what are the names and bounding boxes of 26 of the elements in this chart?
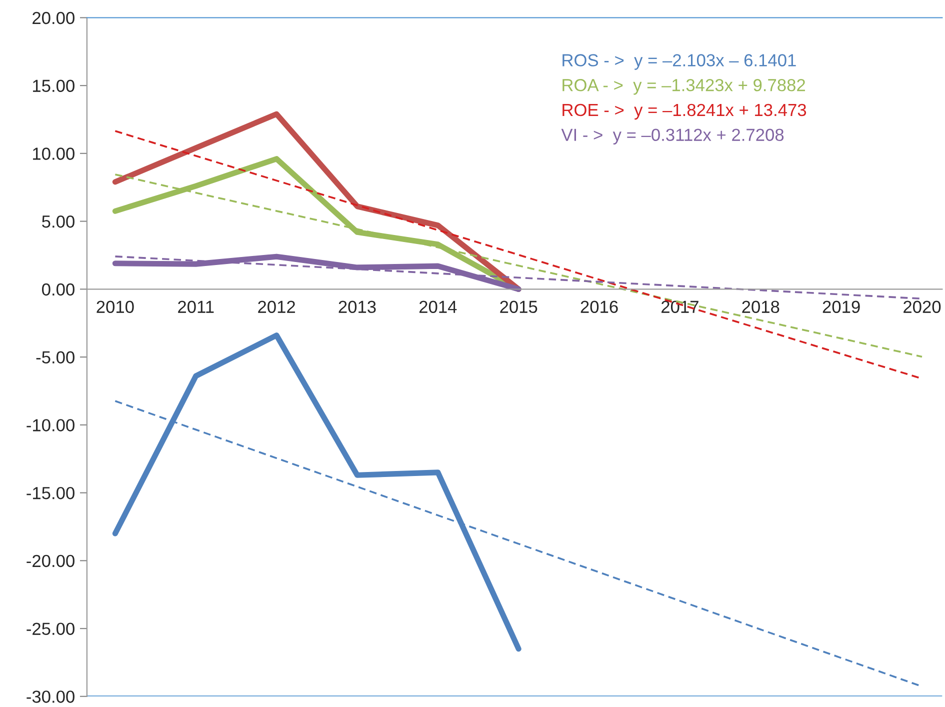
text: ROA - > y = –1.3423x + 9.7882 — [562, 78, 805, 95]
x-tick-label: 2020 — [904, 300, 941, 314]
y-tick-label: -5.00 — [36, 351, 74, 364]
y-tick-label: -10.00 — [26, 419, 74, 432]
x-tick-label: 2017 — [662, 300, 698, 314]
x-tick-label: 2015 — [500, 300, 538, 314]
x-tick-label: 2018 — [742, 300, 780, 314]
text: ROE - > y = –1.8241x + 13.473 — [562, 104, 806, 120]
y-tick-label: -30.00 — [26, 690, 74, 703]
y-tick-label: 10.00 — [33, 148, 74, 160]
x-tick-label: 2013 — [338, 300, 376, 314]
text: VI - > y = –0.3112x + 2.7208 — [561, 128, 784, 144]
y-tick-label: 20.00 — [32, 12, 74, 24]
x-tick-label: 2010 — [96, 300, 134, 314]
y-tick-label: -25.00 — [26, 622, 74, 635]
x-tick-label: 2016 — [580, 300, 618, 314]
y-tick-label: -15.00 — [26, 486, 74, 500]
y-tick-label: 15.00 — [33, 80, 74, 92]
x-tick-label: 2012 — [258, 300, 295, 314]
y-tick-label: 0.00 — [42, 283, 74, 296]
x-tick-label: 2019 — [822, 300, 860, 314]
x-tick-label: 2011 — [178, 300, 214, 314]
x-tick-label: 2014 — [419, 300, 457, 314]
text: ROS - > y = –2.103x – 6.1401 — [562, 54, 796, 70]
y-tick-label: -20.00 — [26, 554, 74, 568]
y-tick-label: 5.00 — [42, 215, 74, 228]
